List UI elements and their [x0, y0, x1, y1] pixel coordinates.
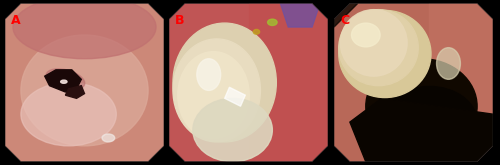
Text: C: C: [340, 14, 349, 27]
Ellipse shape: [366, 59, 477, 154]
Ellipse shape: [254, 29, 260, 34]
Ellipse shape: [178, 52, 250, 139]
Polygon shape: [224, 87, 246, 106]
Ellipse shape: [60, 80, 67, 83]
Ellipse shape: [382, 86, 477, 158]
Ellipse shape: [46, 69, 85, 90]
Polygon shape: [350, 98, 493, 162]
Polygon shape: [66, 86, 84, 98]
Ellipse shape: [13, 0, 156, 59]
Polygon shape: [248, 3, 328, 162]
Polygon shape: [45, 70, 82, 92]
Ellipse shape: [21, 82, 116, 146]
Ellipse shape: [193, 98, 272, 162]
Text: A: A: [12, 14, 21, 27]
Ellipse shape: [339, 10, 418, 86]
Text: B: B: [176, 14, 185, 27]
Ellipse shape: [352, 23, 380, 47]
Polygon shape: [334, 3, 358, 27]
Ellipse shape: [21, 35, 148, 146]
Ellipse shape: [197, 59, 220, 90]
Polygon shape: [430, 3, 493, 162]
Ellipse shape: [102, 134, 115, 142]
Polygon shape: [280, 3, 320, 27]
Ellipse shape: [268, 19, 277, 25]
Ellipse shape: [173, 23, 277, 142]
Ellipse shape: [340, 10, 407, 76]
Ellipse shape: [339, 10, 431, 98]
Ellipse shape: [173, 39, 260, 142]
Ellipse shape: [436, 48, 460, 79]
